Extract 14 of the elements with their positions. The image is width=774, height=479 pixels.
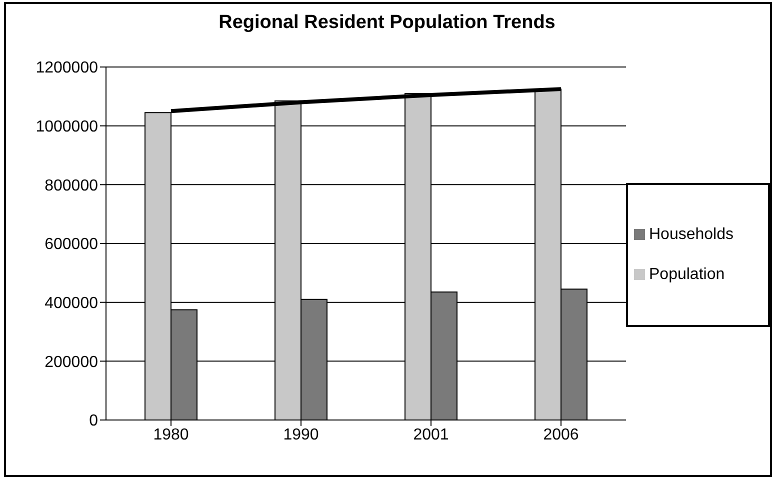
x-tick-label: 2006 (543, 426, 579, 444)
y-tick-label: 400000 (44, 295, 98, 312)
y-tick-label: 800000 (44, 177, 98, 194)
legend-label: Population (649, 266, 725, 283)
x-tick-label: 1980 (153, 426, 189, 444)
y-tick-label: 600000 (44, 236, 98, 254)
chart-title: Regional Resident Population Trends (218, 12, 556, 34)
y-tick-label: 1000000 (36, 118, 98, 136)
y-tick-label: 1200000 (36, 60, 98, 77)
x-tick-label: 2001 (413, 426, 449, 444)
y-tick-label: 200000 (44, 354, 98, 371)
legend-label: Households (649, 226, 734, 243)
y-tick-label: 0 (89, 412, 98, 430)
x-tick-label: 1990 (283, 426, 319, 444)
